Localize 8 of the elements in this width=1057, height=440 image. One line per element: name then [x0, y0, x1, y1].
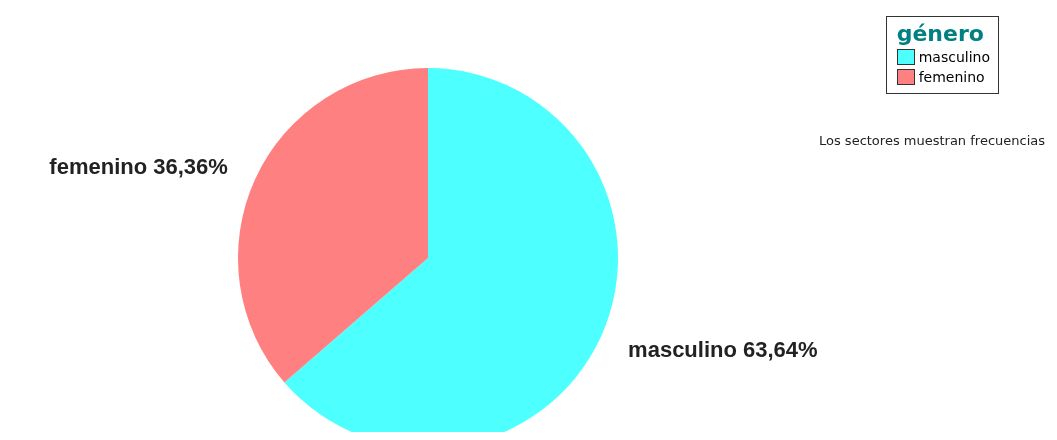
text: Los sectores muestran frecuencias	[818, 133, 1045, 148]
legend-title: género	[896, 21, 985, 47]
data-label: 36,36%	[153, 154, 228, 180]
legend-label: masculino	[918, 48, 990, 67]
data-label: 63,64%	[743, 336, 818, 362]
slice-label: femenino	[49, 154, 148, 180]
slice-label: masculino	[628, 336, 737, 362]
legend-label: femenino	[918, 68, 985, 87]
